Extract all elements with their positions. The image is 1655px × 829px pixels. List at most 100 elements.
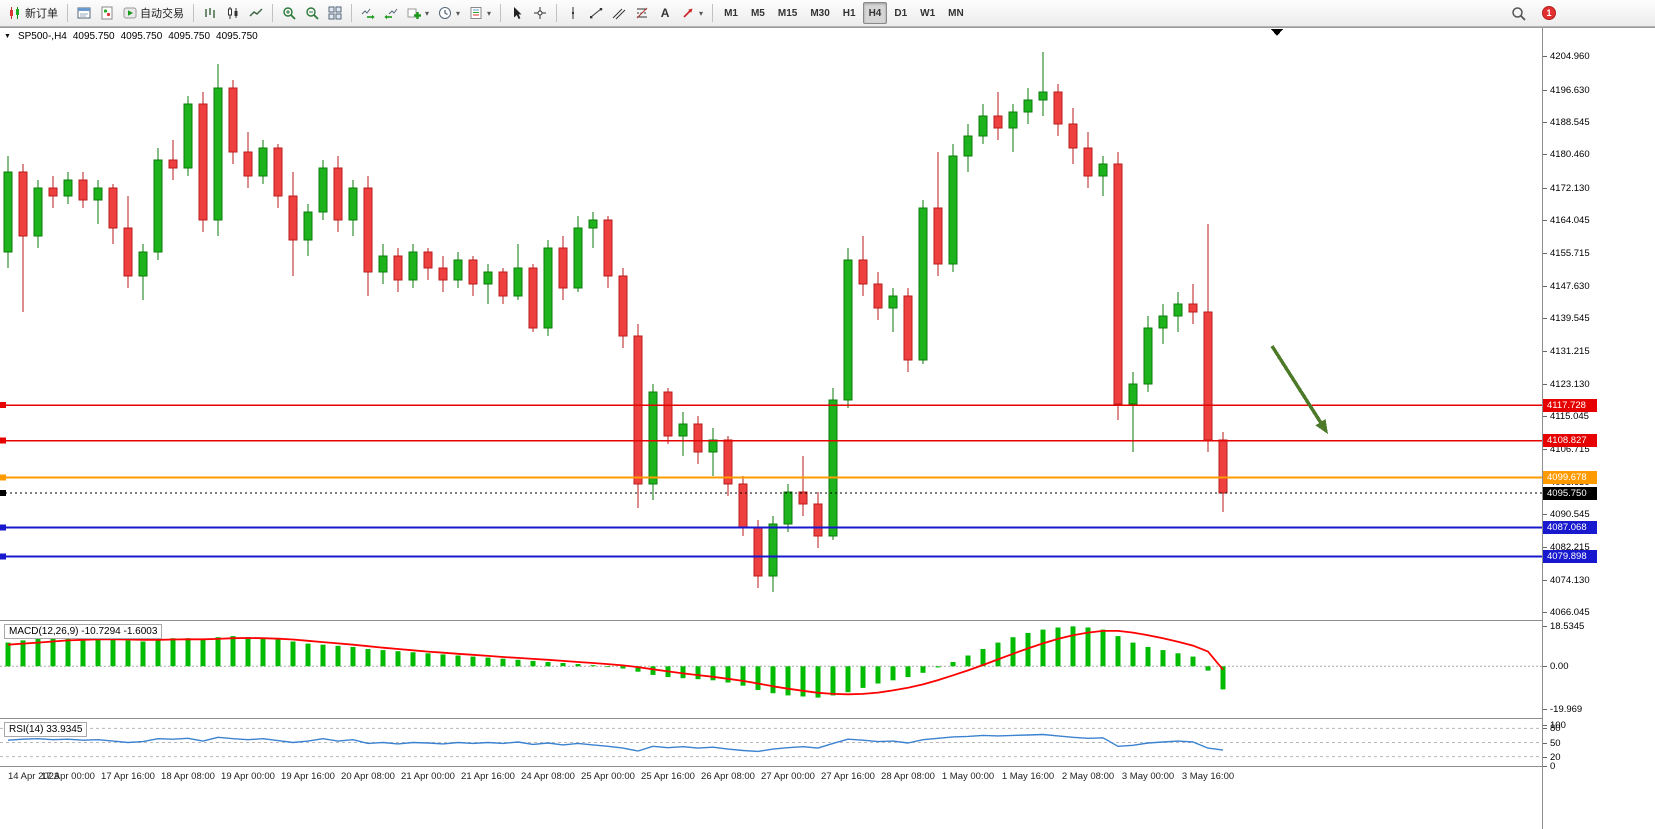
time-axis-label: 3 May 16:00 [1181, 771, 1235, 782]
templates-button[interactable]: ▾ [465, 2, 495, 24]
price-axis-label: 4123.130 [1543, 378, 1590, 390]
search-button[interactable] [1507, 2, 1530, 24]
autotrading-play-icon [123, 7, 137, 19]
new-order-label: 新订单 [25, 8, 58, 20]
macd-chart [0, 626, 1542, 698]
price-axis-label: 4074.130 [1543, 574, 1590, 586]
periods-button[interactable]: ▾ [434, 2, 464, 24]
timeframe-h4[interactable]: H4 [862, 2, 888, 24]
notification-badge[interactable]: 1 [1542, 6, 1556, 20]
chart-window[interactable]: ▼ SP500-,H4 4095.750 4095.750 4095.750 4… [0, 27, 1655, 829]
fibonacci-tool-button[interactable] [631, 2, 653, 24]
close-value: 4095.750 [216, 31, 258, 42]
low-value: 4095.750 [168, 31, 211, 42]
time-axis-label: 17 Apr 00:00 [41, 771, 95, 782]
time-axis-label: 14 Apr 2023 [8, 771, 60, 782]
timeframe-h1[interactable]: H1 [837, 2, 862, 24]
crosshair-button[interactable] [529, 2, 551, 24]
pane-separator[interactable] [0, 718, 1655, 719]
time-axis-label: 20 Apr 08:00 [341, 771, 395, 782]
market-watch-button[interactable] [96, 2, 118, 24]
price-tag: 4099.678 [1543, 470, 1597, 484]
chevron-down-icon: ▾ [699, 8, 704, 18]
cursor-icon [514, 7, 522, 19]
price-axis-label: 4082.215 [1543, 542, 1590, 554]
price-tag: 4087.068 [1543, 521, 1597, 535]
one-click-trading-collapse-icon[interactable]: ▼ [4, 33, 11, 40]
fibonacci-icon [636, 7, 648, 19]
autotrading-button[interactable]: 自动交易 [119, 2, 188, 24]
rsi-axis-label: 80 [1543, 723, 1561, 735]
time-axis-label: 19 Apr 16:00 [281, 771, 335, 782]
time-axis-label: 2 May 08:00 [1061, 771, 1115, 782]
price-tag: 4095.750 [1543, 486, 1597, 500]
trendline-tool-button[interactable] [585, 2, 607, 24]
macd-axis-label: -19.969 [1542, 704, 1583, 716]
crosshair-icon [534, 7, 547, 19]
candlestick-chart-button[interactable] [222, 2, 244, 24]
time-axis-label: 1 May 00:00 [941, 771, 995, 782]
price-axis-label: 4196.630 [1543, 84, 1590, 96]
tile-windows-button[interactable] [324, 2, 346, 24]
symbol-period-label: SP500-,H4 [17, 31, 67, 42]
profiles-button[interactable] [73, 2, 95, 24]
chevron-down-icon: ▾ [487, 8, 492, 18]
toolbar: 新订单 自动交易 ▾ ▾ [0, 0, 1655, 27]
vertical-line-tool-button[interactable] [562, 2, 584, 24]
price-chart-pane[interactable]: ▼ SP500-,H4 4095.750 4095.750 4095.750 4… [0, 28, 1542, 620]
price-axis-label: 4164.045 [1543, 214, 1590, 226]
toolbar-separator [712, 4, 714, 22]
time-axis-label: 25 Apr 16:00 [641, 771, 695, 782]
zoom-in-icon [283, 7, 296, 20]
new-chart-button[interactable]: ▾ [403, 2, 433, 24]
trendline-icon [590, 8, 603, 19]
price-axis-label: 4066.045 [1543, 606, 1590, 618]
time-axis: 14 Apr 2023 17 Apr 00:00 17 Apr 16:00 18 Ap… [0, 767, 1542, 787]
zoom-out-button[interactable] [301, 2, 323, 24]
channel-tool-button[interactable] [608, 2, 630, 24]
price-axis-label: 4115.045 [1543, 410, 1589, 422]
timeframe-m15[interactable]: M15 [772, 2, 803, 24]
line-chart-icon [249, 8, 263, 17]
timeframe-m30[interactable]: M30 [804, 2, 835, 24]
price-tag: 4117.728 [1543, 398, 1597, 412]
timeframe-m5[interactable]: M5 [745, 2, 771, 24]
toolbar-separator [193, 4, 194, 22]
market-watch-icon [101, 6, 113, 20]
open-value: 4095.750 [72, 31, 115, 42]
chevron-down-icon: ▾ [425, 8, 430, 18]
price-axis-label: 4139.545 [1543, 312, 1590, 324]
arrow-shape-icon [683, 8, 693, 18]
text-tool-button[interactable]: A [654, 2, 676, 24]
arrows-tool-button[interactable]: ▾ [677, 2, 707, 24]
autoscroll-icon [361, 8, 375, 20]
pane-separator[interactable] [0, 620, 1655, 621]
toolbar-separator [67, 4, 68, 22]
bar-chart-button[interactable] [199, 2, 221, 24]
chart-shift-button[interactable] [380, 2, 402, 24]
rsi-label: RSI(14) 33.9345 [4, 722, 88, 737]
zoom-in-button[interactable] [278, 2, 300, 24]
vertical-line-icon [572, 7, 575, 19]
candlestick-chart[interactable] [0, 28, 1542, 620]
cursor-button[interactable] [506, 2, 528, 24]
price-axis-label: 4090.545 [1543, 508, 1590, 520]
timeframe-d1[interactable]: D1 [888, 2, 913, 24]
rsi-pane[interactable]: RSI(14) 33.9345 [0, 719, 1542, 766]
line-chart-button[interactable] [245, 2, 267, 24]
autoscroll-button[interactable] [357, 2, 379, 24]
macd-pane[interactable]: MACD(12,26,9) -10.7294 -1.6003 [0, 621, 1542, 718]
new-order-button[interactable]: 新订单 [4, 2, 62, 24]
time-axis-label: 25 Apr 00:00 [581, 771, 635, 782]
time-axis-label: 21 Apr 16:00 [461, 771, 515, 782]
rsi-axis-label: 20 [1543, 751, 1561, 763]
rsi-axis-label: 0 [1542, 761, 1556, 772]
zoom-out-icon [306, 7, 319, 20]
timeframe-m1[interactable]: M1 [718, 2, 744, 24]
price-axis-label: 4172.130 [1543, 182, 1590, 194]
price-axis-label: 4106.715 [1543, 444, 1590, 456]
time-axis-label: 18 Apr 08:00 [161, 771, 215, 782]
timeframe-mn[interactable]: MN [942, 2, 970, 24]
autotrading-label: 自动交易 [140, 8, 184, 20]
timeframe-w1[interactable]: W1 [914, 2, 941, 24]
